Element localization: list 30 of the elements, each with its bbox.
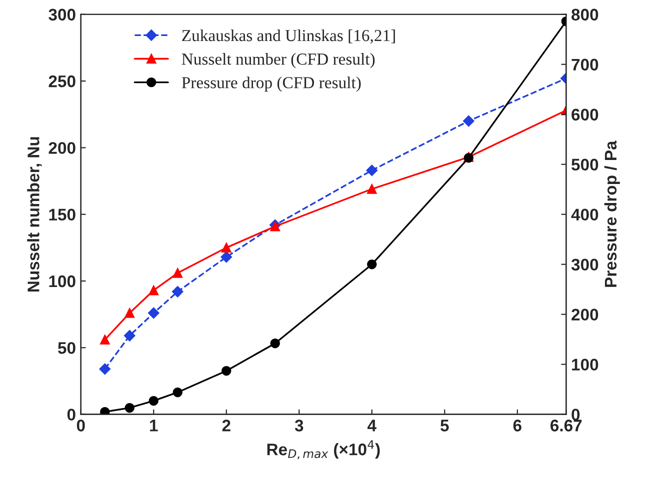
y2-tick-label: 400 [571,208,598,221]
y2-tick-label: 800 [572,8,598,21]
x-axis-title: Re$_{D,max}$ (×10$^{4}$) [267,440,380,460]
legend-label: Pressure drop (CFD result) [182,76,361,92]
x-tick-label: 6 [513,420,522,432]
x-tick-label: 6.67 [550,420,582,432]
y-axis-title: Nusselt number, Nu [27,137,42,292]
y2-tick-label: 700 [572,58,598,71]
legend-label: Zukauskas and Ulinskas [16,21] [182,29,395,44]
legend-label: Nusselt number (CFD result) [182,53,375,68]
y2-tick-label: 600 [572,108,598,121]
y-tick-label: 50 [58,342,76,354]
x-tick-label: 1 [150,420,158,432]
x-tick-label: 4 [368,420,376,432]
y2-axis-title: Pressure drop / Pa [604,140,620,287]
y-tick-label: 300 [48,8,76,21]
y-tick-label: 250 [48,75,76,88]
y2-tick-label: 500 [572,158,598,171]
y-tick-label: 100 [49,275,76,288]
y-tick-label: 0 [67,408,76,421]
y2-tick-label: 0 [572,408,580,421]
y2-tick-label: 200 [572,308,598,321]
y2-tick-label: 300 [571,258,598,271]
y-tick-label: 150 [49,208,76,221]
y2-tick-label: 100 [572,358,598,371]
x-tick-label: 2 [222,420,230,432]
x-tick-label: 3 [294,420,304,432]
x-tick-label: 5 [440,420,449,432]
x-tick-label: 0 [76,420,85,432]
y-tick-label: 200 [48,142,76,154]
